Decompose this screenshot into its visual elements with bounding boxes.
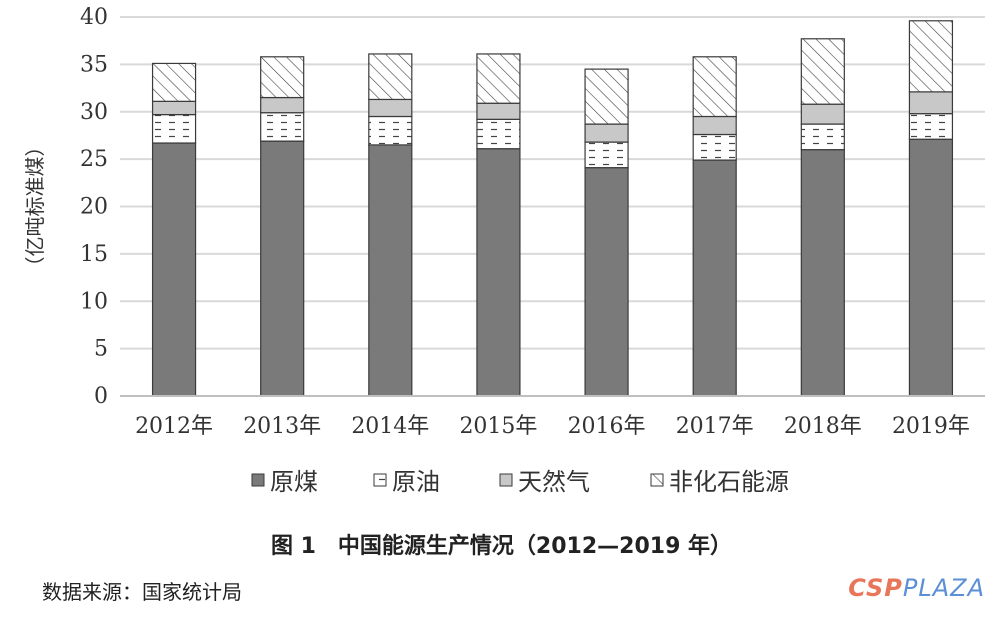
bar-segment xyxy=(800,149,845,397)
y-tick-label: 35 xyxy=(80,52,108,77)
bar-segment xyxy=(584,167,629,397)
bar-segment xyxy=(368,115,413,146)
legend-swatch xyxy=(650,473,664,487)
watermark-logo: CSPPLAZA xyxy=(848,574,985,602)
x-tick-label: 2013年 xyxy=(243,414,321,439)
y-tick-label: 0 xyxy=(94,384,108,409)
data-source: 数据来源：国家统计局 xyxy=(42,580,242,604)
bar-segment xyxy=(476,102,521,120)
legend-label: 原油 xyxy=(392,468,440,496)
watermark-part2: PLAZA xyxy=(902,574,985,602)
y-tick-label: 5 xyxy=(94,337,108,362)
y-tick-label: 10 xyxy=(80,289,108,314)
bar-segment xyxy=(476,148,521,397)
x-axis-ticks: 2012年 2013年 2014年 2015年 2016年 2017年 2018年 2019年 xyxy=(135,414,970,439)
x-tick-label: 2019年 xyxy=(892,414,970,439)
y-tick-label: 20 xyxy=(80,195,108,220)
watermark-part1: CSP xyxy=(848,574,903,602)
bars xyxy=(151,20,954,397)
legend-label: 非化石能源 xyxy=(669,468,789,496)
x-tick-label: 2018年 xyxy=(784,414,862,439)
bar-segment xyxy=(800,103,845,125)
bar-segment xyxy=(260,56,305,99)
legend: 原煤 原油 天然气 非化石能源 xyxy=(251,468,789,496)
bar-segment xyxy=(800,123,845,151)
y-tick-label: 30 xyxy=(80,100,108,125)
bar-segment xyxy=(151,113,197,144)
bar-segment xyxy=(151,100,197,116)
bar-segment xyxy=(800,38,845,105)
bar-segment xyxy=(260,140,305,397)
bar-segment xyxy=(260,112,305,142)
gridlines xyxy=(120,16,985,350)
bar-segment xyxy=(584,68,629,125)
y-tick-label: 40 xyxy=(80,5,108,30)
bar-segment xyxy=(368,144,413,397)
bar-segment xyxy=(584,123,629,143)
bar-segment xyxy=(692,159,737,397)
x-tick-label: 2012年 xyxy=(135,414,213,439)
bar-segment xyxy=(584,141,629,169)
bar-segment xyxy=(908,91,954,115)
bar-segment xyxy=(908,138,954,397)
bar-segment xyxy=(692,115,737,136)
y-tick-label: 25 xyxy=(80,147,108,172)
bar-segment xyxy=(151,62,197,102)
bar-segment xyxy=(692,133,737,161)
x-tick-label: 2016年 xyxy=(568,414,646,439)
legend-swatch xyxy=(499,473,513,487)
bar-segment xyxy=(260,96,305,114)
bar-segment xyxy=(476,118,521,150)
bar-segment xyxy=(692,56,737,118)
x-tick-label: 2015年 xyxy=(459,414,537,439)
bar-segment xyxy=(151,142,197,397)
figure-caption: 图 1 中国能源生产情况（2012—2019 年） xyxy=(270,534,733,559)
bar-segment xyxy=(476,53,521,104)
x-tick-label: 2017年 xyxy=(676,414,754,439)
legend-swatch xyxy=(251,473,265,487)
bar-segment xyxy=(368,53,413,101)
bar-segment xyxy=(908,20,954,93)
y-tick-label: 15 xyxy=(80,242,108,267)
y-axis-ticks: 0 5 10 15 20 25 30 35 40 xyxy=(80,5,108,409)
legend-swatch xyxy=(373,473,387,487)
y-axis-label: （亿吨标准煤） xyxy=(23,137,47,277)
legend-label: 原煤 xyxy=(270,468,318,496)
bar-segment xyxy=(908,113,954,140)
legend-label: 天然气 xyxy=(518,468,590,496)
x-tick-label: 2014年 xyxy=(351,414,429,439)
bar-segment xyxy=(368,98,413,118)
